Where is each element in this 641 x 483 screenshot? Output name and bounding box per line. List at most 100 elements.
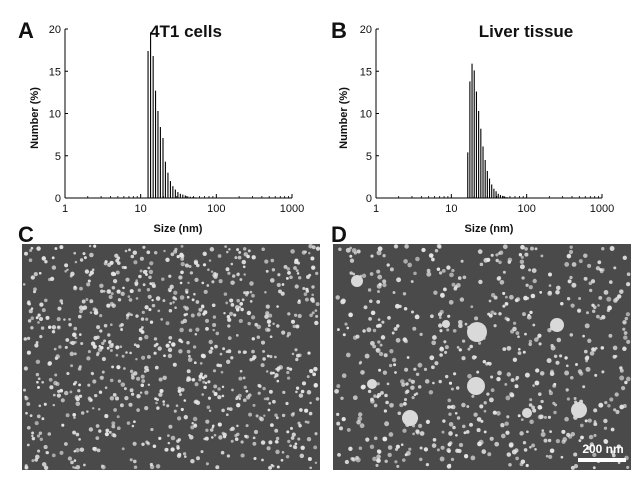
vesicle-particle (400, 379, 405, 384)
vesicle-particle (213, 391, 218, 397)
vesicle-particle (158, 436, 162, 440)
vesicle-particle (553, 410, 557, 415)
vesicle-particle (179, 281, 183, 285)
vesicle-particle (150, 427, 154, 432)
vesicle-particle (337, 452, 341, 457)
vesicle-particle (524, 332, 527, 336)
vesicle-particle (69, 351, 75, 357)
vesicle-particle (448, 412, 452, 416)
vesicle-particle (394, 371, 397, 374)
vesicle-particle (81, 299, 86, 304)
vesicle-particle (400, 443, 404, 447)
vesicle-particle (349, 254, 353, 258)
vesicle-particle (608, 333, 613, 338)
vesicle-particle (372, 344, 377, 349)
vesicle-particle (115, 270, 120, 275)
vesicle-particle (158, 377, 163, 382)
vesicle-particle (523, 295, 528, 301)
vesicle-particle (603, 289, 609, 295)
vesicle-particle (73, 449, 77, 453)
vesicle-particle (532, 323, 536, 327)
vesicle-particle (514, 298, 519, 303)
vesicle-particle (208, 409, 212, 413)
vesicle-particle (223, 435, 227, 439)
chart-a-ytick-label: 5 (55, 151, 61, 163)
vesicle-particle (582, 334, 585, 338)
vesicle-particle (589, 351, 595, 356)
vesicle-particle (467, 347, 471, 351)
vesicle-particle (86, 356, 91, 361)
vesicle-particle (362, 329, 366, 333)
vesicle-particle (157, 346, 162, 351)
vesicle-particle (141, 442, 145, 447)
vesicle-particle (178, 275, 183, 280)
vesicle-particle (308, 251, 311, 255)
vesicle-particle (512, 321, 517, 325)
vesicle-particle (260, 363, 265, 368)
vesicle-particle (51, 265, 57, 270)
vesicle-particle (56, 317, 61, 322)
vesicle-particle (131, 375, 135, 380)
vesicle-particle (256, 324, 262, 330)
vesicle-particle (314, 320, 319, 326)
vesicle-particle (393, 244, 399, 249)
vesicle-particle (252, 403, 256, 407)
vesicle-particle (452, 425, 456, 430)
vesicle-particle (613, 266, 617, 270)
vesicle-particle (179, 252, 184, 258)
vesicle-particle (429, 355, 435, 361)
vesicle-particle (63, 390, 69, 396)
vesicle-particle (304, 408, 309, 413)
vesicle-particle (208, 339, 213, 345)
vesicle-particle (543, 415, 547, 419)
chart-a-xtick-label: 10 (135, 203, 147, 215)
vesicle-particle (106, 303, 111, 308)
vesicle-particle (274, 373, 279, 378)
vesicle-particle (136, 408, 140, 412)
vesicle-particle (128, 248, 131, 252)
vesicle-particle (153, 337, 158, 341)
vesicle-particle (212, 328, 215, 332)
chart-a-bar (192, 197, 194, 198)
vesicle-particle (45, 315, 50, 320)
vesicle-particle (264, 291, 267, 294)
vesicle-particle (106, 346, 110, 350)
vesicle-particle (597, 260, 602, 265)
vesicle-particle (241, 298, 245, 302)
vesicle-particle (507, 257, 513, 263)
vesicle-particle (510, 378, 515, 383)
vesicle-particle (626, 272, 631, 277)
vesicle-particle (251, 255, 256, 260)
vesicle-particle (109, 378, 114, 383)
vesicle-particle (214, 344, 218, 349)
vesicle-particle (245, 435, 249, 439)
vesicle-particle (306, 375, 310, 379)
vesicle-particle (155, 296, 161, 301)
vesicle-particle (74, 380, 78, 384)
vesicle-particle (399, 403, 404, 408)
vesicle-particle (264, 259, 269, 264)
vesicle-particle (494, 441, 500, 447)
vesicle-particle (137, 288, 141, 292)
vesicle-particle (93, 310, 99, 315)
vesicle-particle (176, 254, 180, 259)
vesicle-particle (298, 393, 304, 398)
vesicle-particle (534, 380, 540, 386)
vesicle-particle (538, 342, 542, 346)
vesicle-particle (462, 275, 467, 280)
vesicle-particle (395, 337, 401, 343)
vesicle-particle (425, 462, 430, 467)
vesicle-particle (543, 438, 548, 443)
vesicle-particle (252, 436, 256, 440)
vesicle-particle (294, 284, 299, 289)
vesicle-particle (547, 328, 552, 333)
vesicle-particle (65, 338, 70, 342)
vesicle-particle (447, 398, 452, 403)
vesicle-particle (297, 437, 301, 441)
vesicle-particle (281, 413, 286, 418)
vesicle-particle (414, 314, 420, 320)
vesicle-particle (265, 269, 269, 273)
vesicle-particle (114, 396, 120, 401)
vesicle-particle (356, 249, 361, 254)
vesicle-particle (532, 408, 537, 413)
